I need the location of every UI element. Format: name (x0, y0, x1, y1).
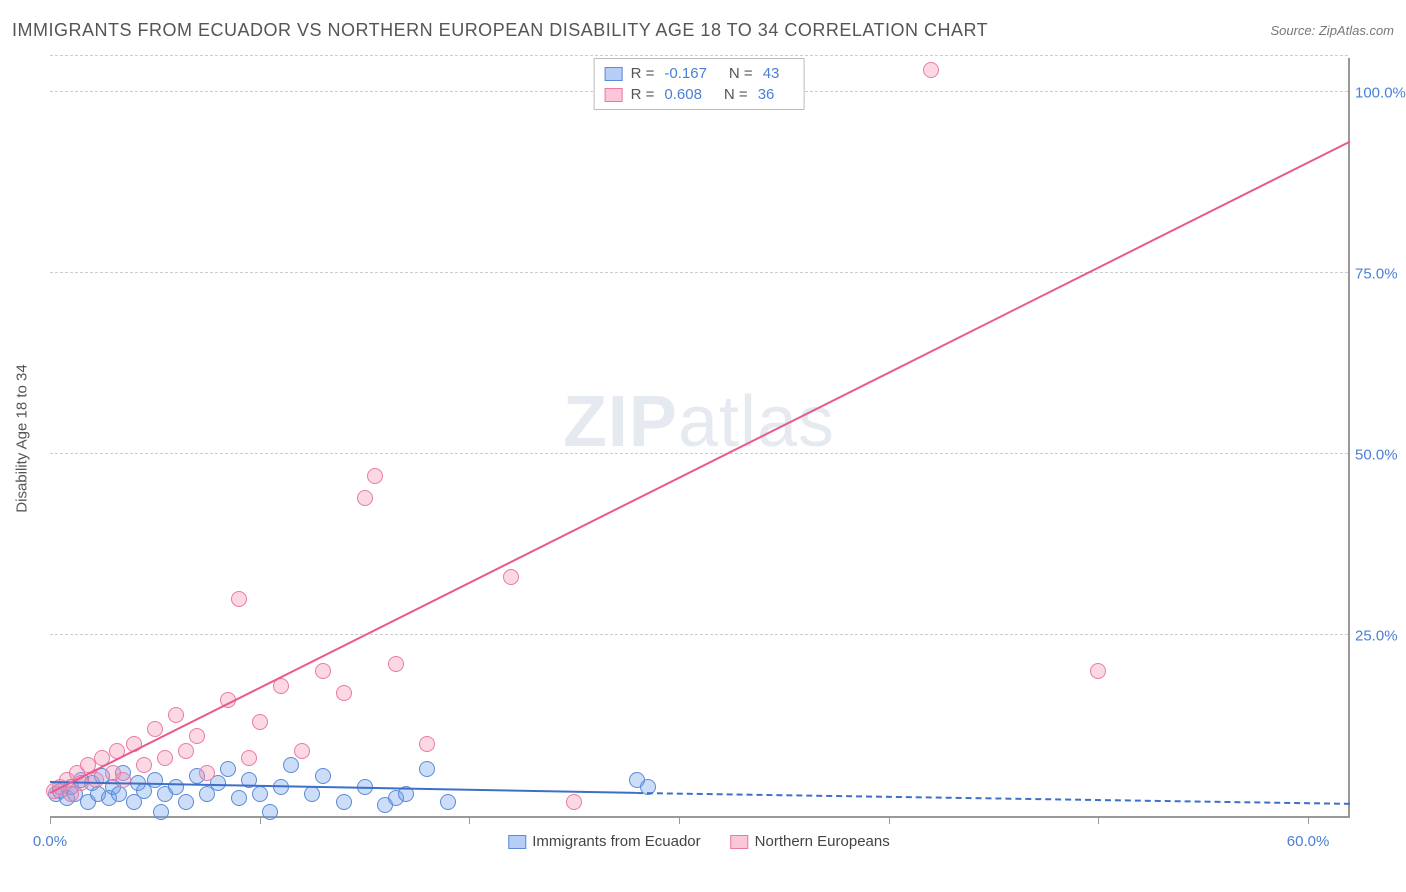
x-tick (469, 816, 470, 824)
data-point (252, 786, 268, 802)
y-tick-label: 75.0% (1355, 266, 1406, 283)
scatter-plot: ZIPatlas R = -0.167 N = 43 R = 0.608 N =… (50, 58, 1350, 818)
y-tick-label: 50.0% (1355, 447, 1406, 464)
y-tick-label: 25.0% (1355, 628, 1406, 645)
chart-title: IMMIGRANTS FROM ECUADOR VS NORTHERN EURO… (12, 20, 988, 41)
data-point (283, 757, 299, 773)
n-value-ecuador: 43 (763, 65, 780, 82)
swatch-pink-icon (605, 88, 623, 102)
data-point (304, 786, 320, 802)
data-point (111, 786, 127, 802)
watermark: ZIPatlas (563, 381, 835, 463)
n-value-northern: 36 (758, 86, 775, 103)
grid-line (50, 634, 1348, 635)
data-point (388, 656, 404, 672)
data-point (294, 743, 310, 759)
data-point (315, 663, 331, 679)
data-point (178, 794, 194, 810)
x-tick (1308, 816, 1309, 824)
data-point (241, 750, 257, 766)
trend-line (50, 141, 1351, 794)
data-point (252, 714, 268, 730)
data-point (315, 768, 331, 784)
x-tick (889, 816, 890, 824)
data-point (115, 772, 131, 788)
data-point (220, 761, 236, 777)
data-point (503, 569, 519, 585)
data-point (136, 757, 152, 773)
legend-item-ecuador: Immigrants from Ecuador (508, 833, 700, 850)
data-point (336, 685, 352, 701)
legend-label-northern: Northern Europeans (755, 833, 890, 850)
data-point (1090, 663, 1106, 679)
data-point (367, 468, 383, 484)
data-point (147, 772, 163, 788)
data-point (168, 707, 184, 723)
x-tick (679, 816, 680, 824)
x-tick (50, 816, 51, 824)
data-point (419, 736, 435, 752)
data-point (157, 750, 173, 766)
x-tick (260, 816, 261, 824)
series-legend: Immigrants from Ecuador Northern Europea… (508, 833, 889, 850)
data-point (178, 743, 194, 759)
grid-line (50, 272, 1348, 273)
x-tick-label: 0.0% (33, 833, 67, 850)
data-point (923, 62, 939, 78)
data-point (199, 765, 215, 781)
swatch-blue-icon (605, 67, 623, 81)
grid-line (50, 55, 1348, 56)
data-point (189, 728, 205, 744)
swatch-blue-icon (508, 835, 526, 849)
data-point (153, 804, 169, 820)
correlation-legend: R = -0.167 N = 43 R = 0.608 N = 36 (594, 58, 805, 110)
r-value-ecuador: -0.167 (664, 65, 707, 82)
title-bar: IMMIGRANTS FROM ECUADOR VS NORTHERN EURO… (12, 20, 1394, 41)
data-point (231, 591, 247, 607)
r-value-northern: 0.608 (664, 86, 702, 103)
grid-line (50, 453, 1348, 454)
data-point (440, 794, 456, 810)
y-tick-label: 100.0% (1355, 85, 1406, 102)
data-point (262, 804, 278, 820)
data-point (168, 779, 184, 795)
data-point (231, 790, 247, 806)
data-point (88, 772, 104, 788)
source-label: Source: ZipAtlas.com (1270, 23, 1394, 38)
data-point (357, 490, 373, 506)
data-point (419, 761, 435, 777)
trend-line (637, 792, 1350, 805)
y-axis-label: Disability Age 18 to 34 (14, 364, 31, 512)
x-tick-label: 60.0% (1287, 833, 1330, 850)
legend-label-ecuador: Immigrants from Ecuador (532, 833, 700, 850)
swatch-pink-icon (731, 835, 749, 849)
data-point (147, 721, 163, 737)
data-point (566, 794, 582, 810)
legend-item-northern: Northern Europeans (731, 833, 890, 850)
x-tick (1098, 816, 1099, 824)
data-point (336, 794, 352, 810)
legend-row-ecuador: R = -0.167 N = 43 (605, 63, 794, 84)
legend-row-northern: R = 0.608 N = 36 (605, 84, 794, 105)
